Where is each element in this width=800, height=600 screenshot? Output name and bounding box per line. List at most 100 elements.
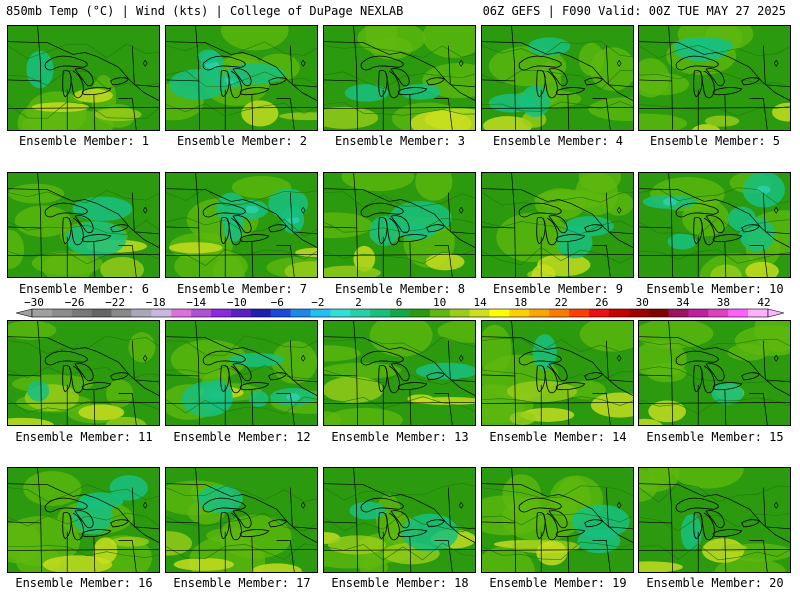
ensemble-map-panel-18 [323,467,476,573]
great-lakes-outline [360,202,445,246]
colorbar-swatch [191,309,212,317]
colorbar-tick-label: 30 [636,296,649,309]
ensemble-map-panel-4 [481,25,634,131]
great-lakes-outline [360,55,445,99]
ensemble-map-panel-13 [323,320,476,426]
colorbar-swatch [111,309,132,317]
map-borders [166,173,317,277]
map-borders [482,173,633,277]
colorbar-swatch [469,309,490,317]
ensemble-member-label: Ensemble Member: 5 [649,134,781,148]
map-borders [482,468,633,572]
colorbar-swatch [569,309,590,317]
colorbar-swatch [688,309,709,317]
map-borders [639,468,790,572]
map-borders [8,468,159,572]
map-borders [166,321,317,425]
map-borders [639,173,790,277]
great-lakes-outline [518,202,603,246]
great-lakes-outline [44,497,129,541]
great-lakes-outline [202,202,287,246]
colorbar-tick-label: 34 [676,296,690,309]
ensemble-member-label: Ensemble Member: 7 [176,282,308,296]
ensemble-member-label: Ensemble Member: 2 [176,134,308,148]
ensemble-map-panel-11 [7,320,160,426]
ensemble-map-panel-17 [165,467,318,573]
ensemble-map-panel-1 [7,25,160,131]
ensemble-member-label: Ensemble Member: 14 [489,430,627,444]
ensemble-member-label: Ensemble Member: 9 [492,282,624,296]
great-lakes-outline [44,350,129,394]
colorbar-swatch [748,309,769,317]
map-borders [639,321,790,425]
colorbar-swatch [588,309,610,317]
colorbar-tick-label: −18 [146,296,166,309]
colorbar-tick-label: 2 [355,296,362,309]
map-borders [8,321,159,425]
ensemble-map-panel-3 [323,25,476,131]
ensemble-map-panel-12 [165,320,318,426]
colorbar-swatch [71,309,92,317]
great-lakes-outline [518,497,603,541]
colorbar-swatch [310,309,331,317]
ensemble-map-panel-9 [481,172,634,278]
colorbar-swatch [648,309,669,317]
colorbar-tick-label: 38 [717,296,730,309]
colorbar-tick-label: −6 [271,296,284,309]
ensemble-member-label: Ensemble Member: 1 [18,134,150,148]
colorbar-swatch [390,309,411,317]
colorbar-swatch [370,309,391,317]
map-borders [639,26,790,130]
map-borders [166,468,317,572]
map-borders [324,468,475,572]
colorbar-swatch [429,309,451,317]
ensemble-member-label: Ensemble Member: 16 [15,576,153,590]
ensemble-map-panel-8 [323,172,476,278]
colorbar-swatch [509,309,530,317]
great-lakes-outline [360,350,445,394]
colorbar-tick-label: 6 [396,296,403,309]
ensemble-member-label: Ensemble Member: 10 [646,282,784,296]
map-borders [324,173,475,277]
great-lakes-outline [44,202,129,246]
colorbar-swatch [171,309,192,317]
colorbar-swatch [32,309,53,317]
colorbar-tick-label: 10 [433,296,446,309]
map-borders [482,321,633,425]
colorbar-tick-label: 26 [595,296,608,309]
colorbar-max-arrow [767,308,785,318]
ensemble-member-label: Ensemble Member: 4 [492,134,624,148]
ensemble-map-panel-10 [638,172,791,278]
ensemble-map-panel-6 [7,172,160,278]
colorbar-swatch [529,309,550,317]
colorbar-swatch [628,309,649,317]
ensemble-member-label: Ensemble Member: 11 [15,430,153,444]
ensemble-map-panel-19 [481,467,634,573]
colorbar-swatch [151,309,172,317]
colorbar-swatch [549,309,570,317]
colorbar-swatch [409,309,431,317]
colorbar-swatch [211,309,232,317]
colorbar-swatch [330,309,351,317]
colorbar-tick-label: −10 [227,296,247,309]
ensemble-map-panel-2 [165,25,318,131]
great-lakes-outline [518,55,603,99]
map-borders [166,26,317,130]
colorbar-tick-label: −26 [65,296,85,309]
colorbar-min-arrow [15,308,33,318]
colorbar-swatch [51,309,73,317]
header-title-left: 850mb Temp (°C) | Wind (kts) | College o… [6,4,404,18]
map-borders [324,321,475,425]
colorbar-swatch [449,309,470,317]
ensemble-member-label: Ensemble Member: 19 [489,576,627,590]
colorbar-tick-label: 42 [757,296,770,309]
map-borders [482,26,633,130]
colorbar-swatch [250,309,271,317]
colorbar-swatch [728,309,749,317]
colorbar-swatch [290,309,311,317]
ensemble-member-label: Ensemble Member: 3 [334,134,466,148]
ensemble-member-label: Ensemble Member: 17 [173,576,311,590]
colorbar-tick-label: 14 [473,296,487,309]
great-lakes-outline [675,497,760,541]
ensemble-map-panel-20 [638,467,791,573]
